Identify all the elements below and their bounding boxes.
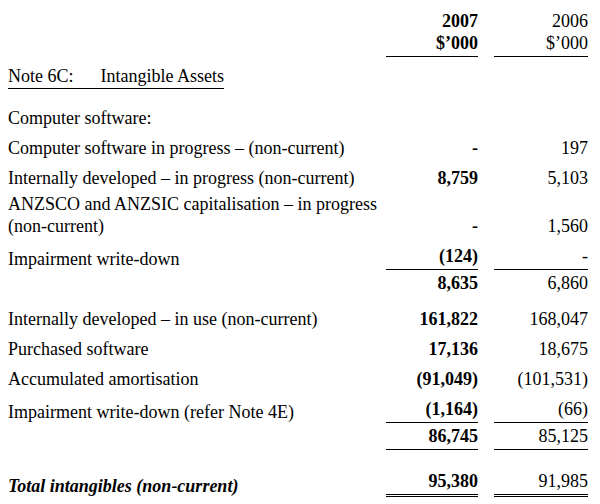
value-2007: (1,164) (386, 398, 478, 423)
value-2007: 86,745 (386, 425, 478, 450)
financial-note-page: 2007 $’000 2006 $’000 Note 6C: Intangibl… (0, 0, 600, 504)
unit-2007: $’000 (386, 32, 478, 57)
column-header-row: 2007 $’000 2006 $’000 (8, 10, 588, 57)
value-2007: (124) (386, 245, 478, 270)
row-label: Internally developed – in use (non-curre… (8, 308, 386, 330)
row-label: Impairment write-down (refer Note 4E) (8, 401, 386, 423)
value-2006: 1,560 (494, 215, 588, 237)
table-row: Internally developed – in progress (non-… (8, 167, 588, 189)
total-row: Total intangibles (non-current) 95,380 9… (8, 470, 588, 497)
note-title-row: Note 6C: Intangible Assets (8, 65, 588, 89)
value-2007: 8,635 (386, 272, 478, 294)
year-2007: 2007 (386, 10, 478, 32)
table-row: Internally developed – in use (non-curre… (8, 308, 588, 330)
total-label: Total intangibles (non-current) (8, 475, 386, 497)
row-label: Impairment write-down (8, 248, 386, 270)
value-2006: 6,860 (494, 272, 588, 294)
row-label: Internally developed – in progress (non-… (8, 167, 386, 189)
value-2007: 161,822 (386, 308, 478, 330)
table-row: ANZSCO and ANZSIC capitalisation – in pr… (8, 193, 588, 237)
column-header-2006: 2006 $’000 (494, 10, 588, 57)
row-label: Accumulated amortisation (8, 368, 386, 390)
table-row: Computer software in progress – (non-cur… (8, 137, 588, 159)
value-2007: 8,759 (386, 167, 478, 189)
table-row: Accumulated amortisation (91,049) (101,5… (8, 368, 588, 390)
table-row: Purchased software 17,136 18,675 (8, 338, 588, 360)
section-heading: Computer software: (8, 107, 588, 129)
row-label: Purchased software (8, 338, 386, 360)
table-row: Impairment write-down (refer Note 4E) (1… (8, 398, 588, 423)
subtotal-row: 86,745 85,125 (8, 425, 588, 450)
value-2007: - (386, 215, 478, 237)
year-2006: 2006 (494, 10, 588, 32)
value-2006: - (494, 245, 588, 270)
value-2006: 85,125 (494, 425, 588, 450)
table-row: Impairment write-down (124) - (8, 245, 588, 270)
value-2006: 18,675 (494, 338, 588, 360)
column-header-2007: 2007 $’000 (386, 10, 478, 57)
value-2006: 168,047 (494, 308, 588, 330)
unit-2006: $’000 (494, 32, 588, 57)
value-2006: (101,531) (494, 368, 588, 390)
value-2007: 17,136 (386, 338, 478, 360)
subtotal-row: 8,635 6,860 (8, 272, 588, 294)
note-title: Note 6C: Intangible Assets (8, 65, 224, 89)
total-value-2007: 95,380 (386, 470, 478, 497)
row-label: ANZSCO and ANZSIC capitalisation – in pr… (8, 193, 386, 237)
value-2006: 197 (494, 137, 588, 159)
total-value-2006: 91,985 (494, 470, 588, 497)
value-2006: 5,103 (494, 167, 588, 189)
row-label: Computer software in progress – (non-cur… (8, 137, 386, 159)
value-2006: (66) (494, 398, 588, 423)
value-2007: (91,049) (386, 368, 478, 390)
value-2007: - (386, 137, 478, 159)
